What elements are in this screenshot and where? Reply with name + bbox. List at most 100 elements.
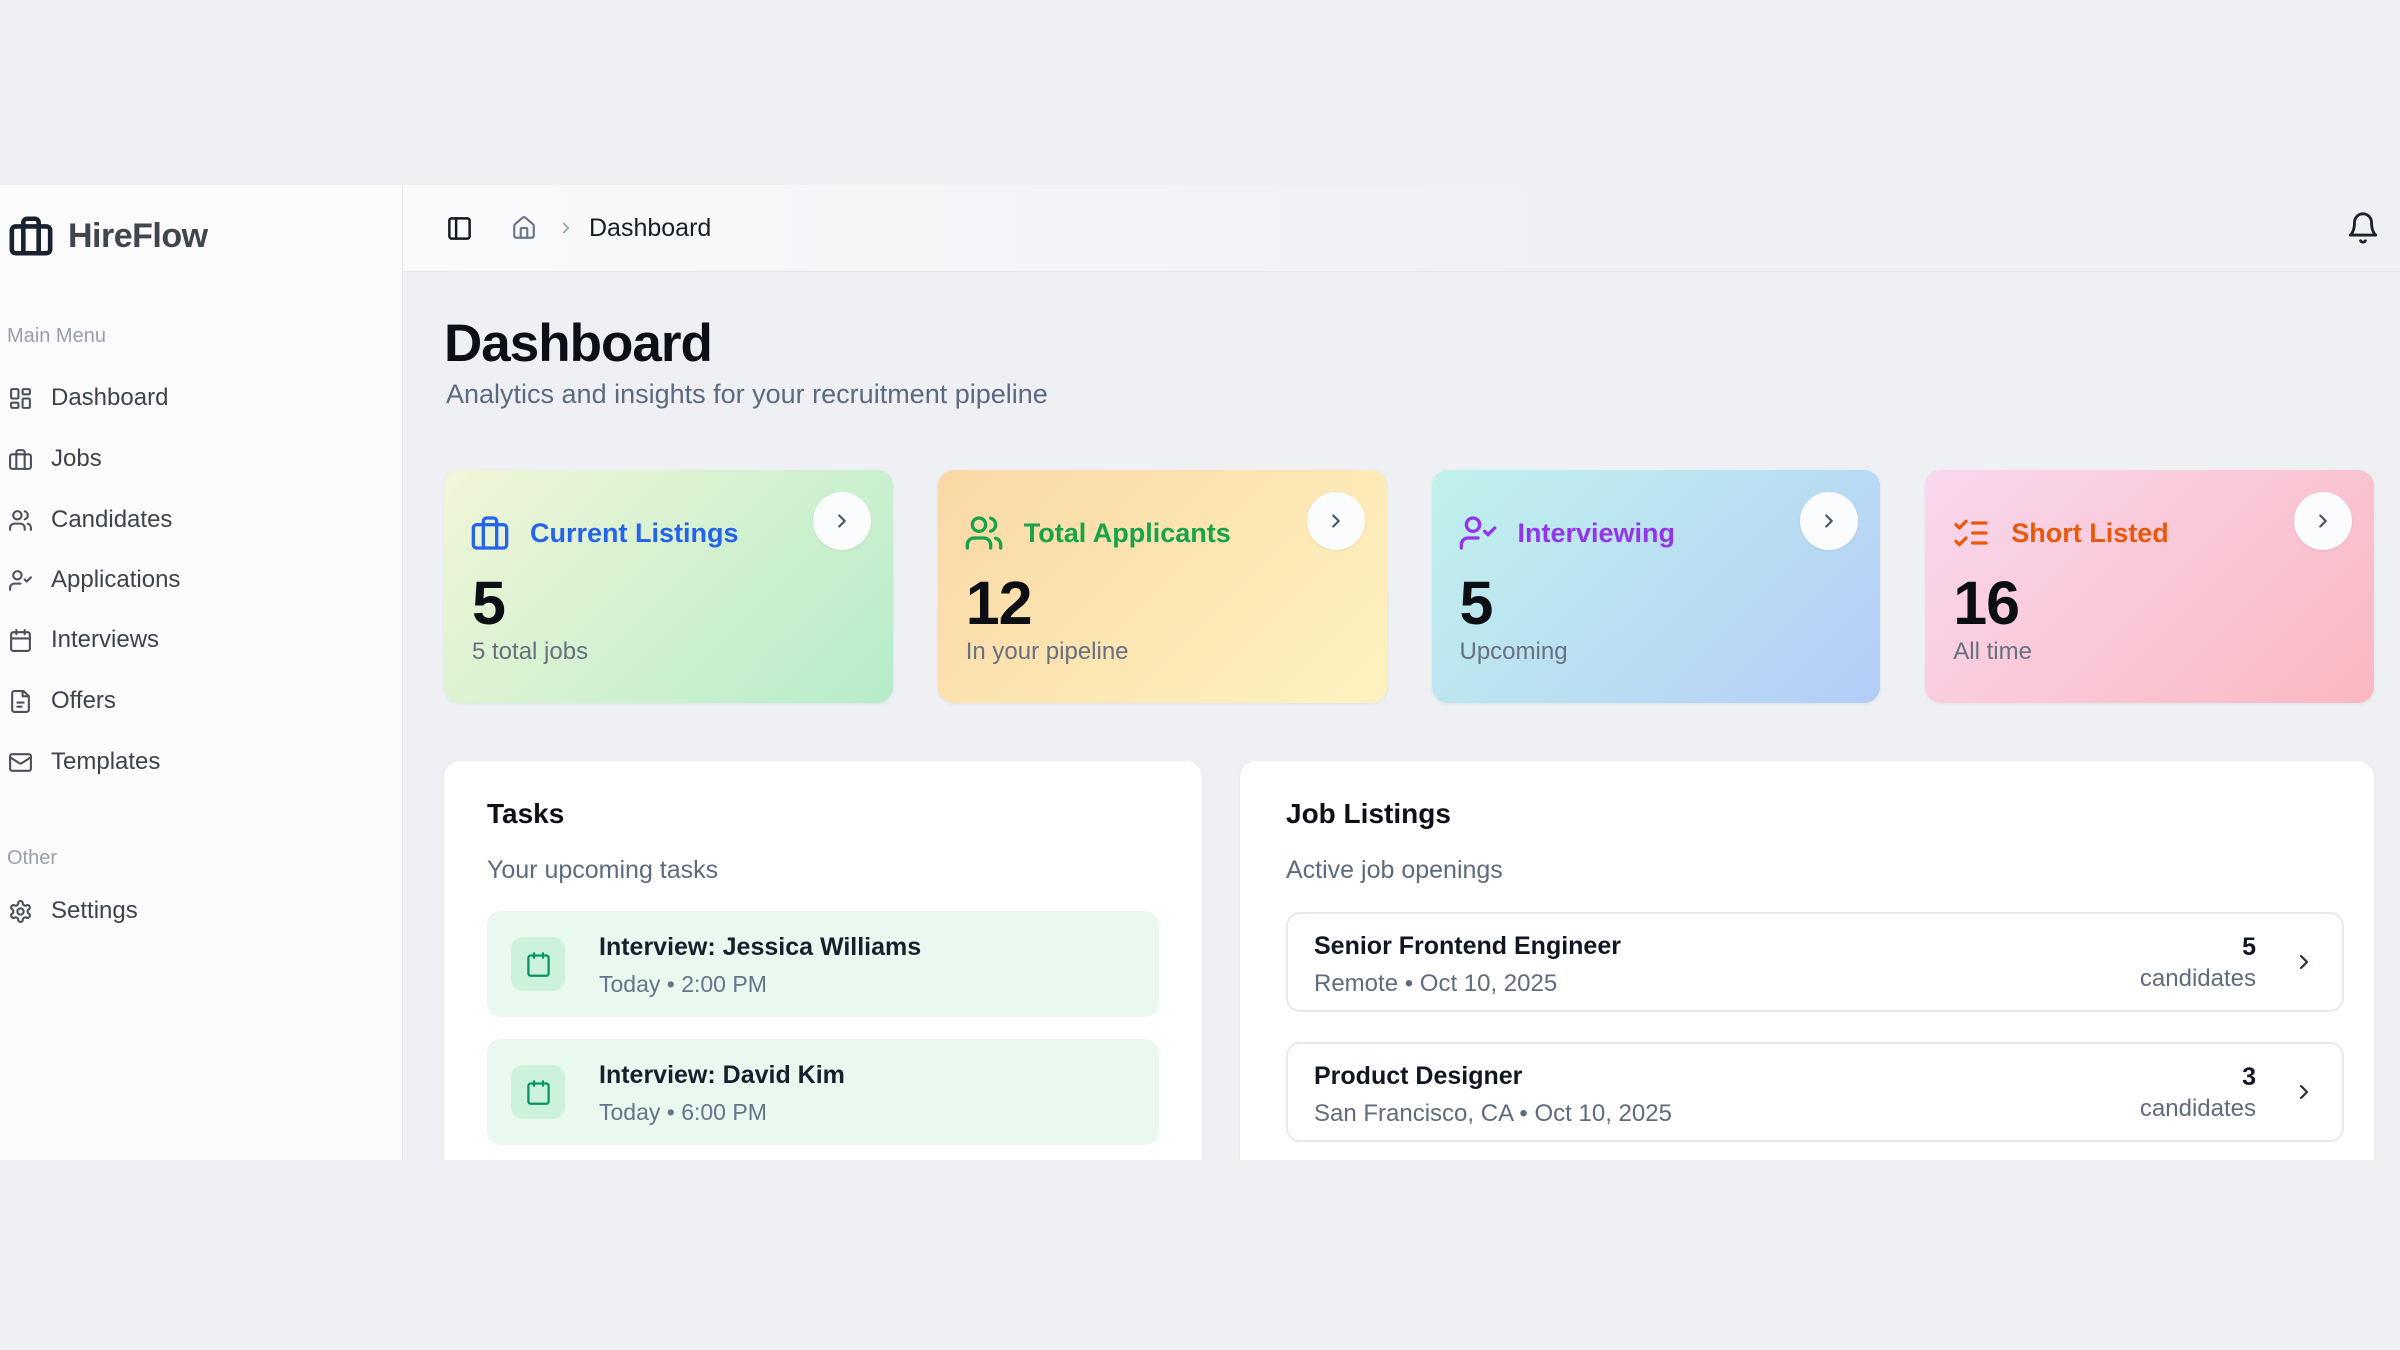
- sidebar-item-applications[interactable]: Applications: [0, 556, 402, 604]
- job-meta: Remote • Oct 10, 2025: [1314, 970, 1558, 997]
- stat-label: Current Listings: [530, 517, 739, 548]
- sidebar-item-candidates[interactable]: Candidates: [0, 496, 402, 544]
- tasks-panel: Tasks Your upcoming tasks Interview: Jes…: [444, 761, 1202, 1160]
- users-icon: [965, 516, 1003, 550]
- stat-value: 16: [1953, 569, 2020, 637]
- stat-arrow-button[interactable]: [812, 492, 871, 550]
- breadcrumb-current[interactable]: Dashboard: [589, 213, 712, 242]
- sidebar-item-label: Dashboard: [51, 384, 169, 411]
- calendar-icon: [526, 951, 550, 977]
- tasks-subtitle: Your upcoming tasks: [487, 856, 719, 884]
- users-icon: [9, 509, 32, 531]
- gear-icon: [10, 899, 31, 923]
- chevron-right-icon: [562, 222, 570, 234]
- job-candidate-count: 5: [2242, 933, 2256, 961]
- stat-arrow-button[interactable]: [1306, 492, 1365, 550]
- task-icon-tile: [511, 1065, 565, 1119]
- job-row[interactable]: Senior Frontend Engineer Remote • Oct 10…: [1286, 912, 2344, 1012]
- stat-cards: Current Listings 5 5 total jobs Total Ap…: [444, 470, 2374, 703]
- tasks-title: Tasks: [487, 798, 565, 829]
- stat-head: Total Applicants: [964, 513, 1231, 553]
- stat-arrow-button[interactable]: [1800, 492, 1859, 550]
- calendar-icon: [10, 628, 31, 652]
- task-item[interactable]: Interview: Jessica Williams Today • 2:00…: [487, 911, 1159, 1017]
- page-title: Dashboard: [444, 314, 713, 373]
- list-checks-icon: [1954, 519, 1988, 547]
- chevron-right-icon[interactable]: [2292, 950, 2316, 974]
- stat-card-interviewing[interactable]: Interviewing 5 Upcoming: [1431, 470, 1881, 703]
- stat-caption: All time: [1953, 638, 2032, 665]
- sidebar-item-label: Templates: [51, 748, 161, 775]
- brand-logo: HireFlow: [8, 213, 208, 259]
- job-meta: San Francisco, CA • Oct 10, 2025: [1314, 1100, 1672, 1127]
- stat-caption: 5 total jobs: [472, 638, 589, 665]
- mail-icon: [9, 752, 32, 772]
- job-candidate-label: candidates: [2139, 965, 2256, 992]
- job-listings-title: Job Listings: [1286, 798, 1451, 829]
- job-title: Senior Frontend Engineer: [1314, 932, 1621, 960]
- stat-head: Current Listings: [470, 513, 739, 553]
- job-count-block: 5 candidates: [2140, 930, 2256, 994]
- stat-arrow-button[interactable]: [2294, 492, 2352, 550]
- sidebar-item-label: Candidates: [51, 506, 173, 533]
- job-listings-subtitle: Active job openings: [1286, 856, 1503, 884]
- chevron-right-icon[interactable]: [2292, 1080, 2316, 1104]
- calendar-icon: [526, 1079, 550, 1105]
- file-text-icon: [11, 689, 30, 713]
- sidebar-item-jobs[interactable]: Jobs: [0, 435, 402, 483]
- sidebar-item-label: Offers: [51, 687, 116, 714]
- task-title: Interview: Jessica Williams: [599, 933, 922, 961]
- task-title: Interview: David Kim: [599, 1061, 845, 1089]
- user-check-icon: [9, 569, 32, 591]
- stat-value: 5: [472, 569, 506, 637]
- sidebar-item-offers[interactable]: Offers: [0, 677, 402, 725]
- stat-card-short-listed[interactable]: Short Listed 16 All time: [1925, 470, 2374, 703]
- task-icon-tile: [511, 937, 565, 991]
- sidebar-section-main-menu: Main Menu: [7, 325, 106, 347]
- chevron-right-icon: [837, 514, 846, 528]
- task-meta: Today • 6:00 PM: [599, 1099, 767, 1125]
- sidebar-item-templates[interactable]: Templates: [0, 738, 402, 786]
- sidebar: HireFlow Main Menu Dashboard Jobs Candid…: [0, 185, 403, 1160]
- user-check-icon: [1459, 516, 1496, 550]
- brand-name: HireFlow: [68, 216, 208, 255]
- sidebar-item-label: Settings: [51, 897, 138, 924]
- breadcrumb-bar: Dashboard: [403, 185, 2400, 272]
- sidebar-item-label: Jobs: [51, 445, 102, 472]
- sidebar-item-interviews[interactable]: Interviews: [0, 616, 402, 664]
- sidebar-item-label: Interviews: [51, 626, 160, 653]
- page-subtitle: Analytics and insights for your recruitm…: [446, 379, 1048, 409]
- briefcase-icon: [9, 448, 32, 470]
- briefcase-icon: [471, 516, 509, 550]
- sidebar-item-dashboard[interactable]: Dashboard: [0, 374, 402, 422]
- job-candidate-label: candidates: [2139, 1095, 2256, 1122]
- sidebar-item-settings[interactable]: Settings: [0, 887, 402, 935]
- stat-value: 5: [1459, 569, 1494, 637]
- job-row[interactable]: Product Designer San Francisco, CA • Oct…: [1286, 1042, 2344, 1142]
- chevron-right-icon: [1825, 514, 1834, 528]
- sidebar-item-label: Applications: [51, 566, 181, 593]
- stat-label: Interviewing: [1517, 517, 1676, 548]
- stat-caption: Upcoming: [1459, 638, 1568, 665]
- stat-caption: In your pipeline: [965, 638, 1129, 665]
- sidebar-toggle-icon[interactable]: [446, 215, 473, 242]
- stat-value: 12: [965, 569, 1033, 637]
- task-meta: Today • 2:00 PM: [599, 971, 767, 997]
- stat-head: Interviewing: [1458, 513, 1676, 553]
- stat-card-current-listings[interactable]: Current Listings 5 5 total jobs: [444, 470, 893, 703]
- home-icon[interactable]: [511, 215, 537, 241]
- sidebar-section-other: Other: [7, 847, 58, 869]
- stat-label: Total Applicants: [1023, 517, 1231, 548]
- stat-head: Short Listed: [1951, 513, 2169, 553]
- briefcase-logo-icon: [9, 216, 53, 256]
- bell-icon[interactable]: [2346, 211, 2380, 245]
- dashboard-icon: [10, 387, 31, 409]
- job-title: Product Designer: [1314, 1062, 1523, 1090]
- task-item[interactable]: Interview: David Kim Today • 6:00 PM: [487, 1039, 1159, 1145]
- job-count-block: 3 candidates: [2140, 1060, 2256, 1124]
- job-candidate-count: 3: [2242, 1063, 2256, 1091]
- chevron-right-icon: [2319, 514, 2327, 528]
- stat-label: Short Listed: [2011, 517, 2169, 548]
- stat-card-total-applicants[interactable]: Total Applicants 12 In your pipeline: [937, 470, 1387, 703]
- chevron-right-icon: [1331, 514, 1340, 528]
